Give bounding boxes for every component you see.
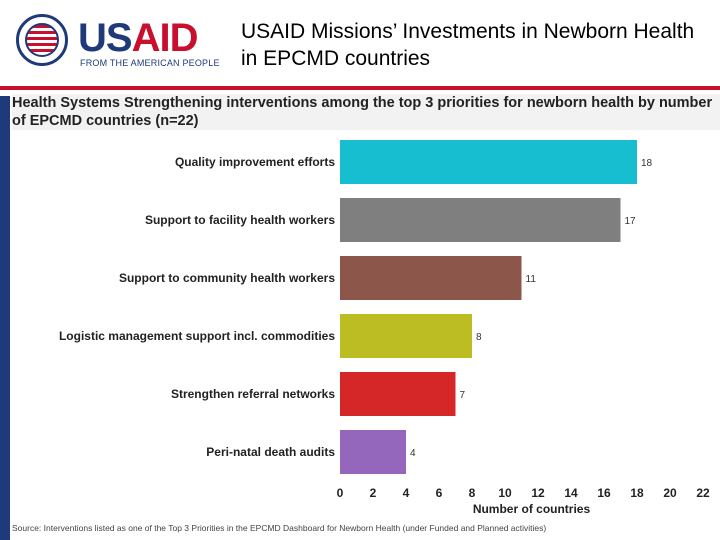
source-note: Source: Interventions listed as one of t… xyxy=(12,523,547,533)
x-axis-label: Number of countries xyxy=(473,502,591,516)
bar xyxy=(340,256,522,300)
x-tick-label: 12 xyxy=(531,486,545,500)
x-tick-label: 20 xyxy=(663,486,677,500)
x-tick-label: 18 xyxy=(630,486,644,500)
x-tick-label: 0 xyxy=(337,486,344,500)
x-tick-label: 22 xyxy=(696,486,710,500)
data-label: 18 xyxy=(641,158,653,169)
bar xyxy=(340,372,456,416)
x-tick-label: 16 xyxy=(597,486,611,500)
usaid-seal-icon xyxy=(16,14,68,66)
chart-title: Health Systems Strengthening interventio… xyxy=(12,94,720,130)
category-label: Logistic management support incl. commod… xyxy=(59,329,335,343)
x-tick-label: 14 xyxy=(564,486,578,500)
data-label: 11 xyxy=(526,274,537,285)
brand-tagline: FROM THE AMERICAN PEOPLE xyxy=(80,58,220,68)
x-tick-label: 4 xyxy=(403,486,410,500)
data-label: 17 xyxy=(625,216,637,227)
slide-header: USAID FROM THE AMERICAN PEOPLE USAID Mis… xyxy=(0,0,720,86)
data-label: 8 xyxy=(476,332,482,343)
data-label: 7 xyxy=(460,390,466,401)
bar xyxy=(340,430,406,474)
category-label: Strengthen referral networks xyxy=(171,387,335,401)
left-accent-bar xyxy=(0,96,10,540)
category-label: Peri-natal death audits xyxy=(206,445,335,459)
x-tick-label: 10 xyxy=(498,486,512,500)
category-label: Support to facility health workers xyxy=(145,213,335,227)
x-tick-label: 8 xyxy=(469,486,476,500)
bar xyxy=(340,140,637,184)
slide-title: USAID Missions’ Investments in Newborn H… xyxy=(241,20,695,70)
x-tick-label: 2 xyxy=(370,486,377,500)
x-tick-label: 6 xyxy=(436,486,443,500)
data-label: 4 xyxy=(410,448,416,459)
bar xyxy=(340,314,472,358)
category-label: Support to community health workers xyxy=(119,271,335,285)
header-divider xyxy=(0,86,720,94)
category-label: Quality improvement efforts xyxy=(175,155,335,169)
usaid-logo: USAID xyxy=(78,16,198,60)
bar xyxy=(340,198,621,242)
